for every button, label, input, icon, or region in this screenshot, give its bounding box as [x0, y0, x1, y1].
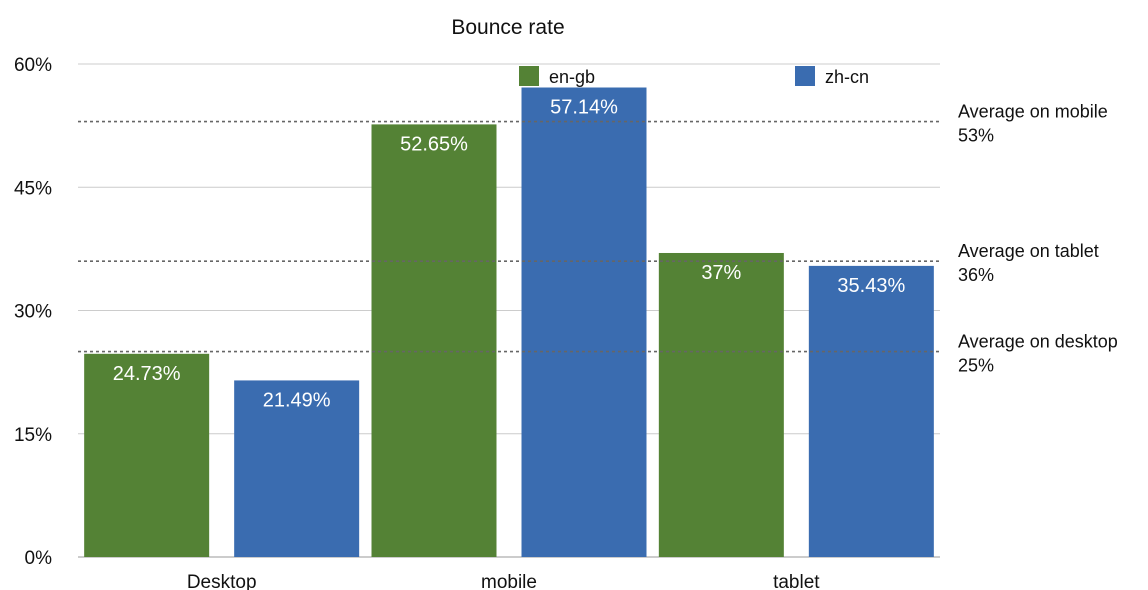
- bar-en-gb-desktop: [84, 353, 210, 557]
- y-tick-label: 45%: [14, 178, 52, 199]
- y-tick-label: 15%: [14, 425, 52, 446]
- bars: [84, 87, 934, 557]
- y-tick-label: 30%: [14, 302, 52, 323]
- gridlines: [78, 63, 940, 558]
- average-line-value: 36%: [958, 265, 994, 285]
- bar-value-label: 24.73%: [113, 363, 181, 385]
- y-axis-ticks: 0% 15% 30% 45% 60%: [14, 55, 52, 569]
- bar-zh-cn-mobile: [521, 87, 647, 557]
- average-line-value: 25%: [958, 356, 994, 376]
- legend-swatch: [519, 66, 539, 86]
- bar-value-label: 52.65%: [400, 133, 468, 155]
- bar-zh-cn-desktop: [234, 380, 360, 557]
- y-tick-label: 0%: [25, 548, 53, 569]
- y-tick-label: 60%: [14, 55, 52, 76]
- average-line-label: Average on desktop: [958, 332, 1118, 352]
- x-category-label: mobile: [481, 572, 537, 590]
- bar-labels: 24.73% 21.49% 52.65% 57.14% 37% 35.43%: [113, 96, 906, 411]
- legend-swatch: [795, 66, 815, 86]
- bar-en-gb-tablet: [658, 252, 784, 557]
- legend-label: zh-cn: [825, 67, 869, 87]
- bar-en-gb-mobile: [371, 124, 497, 557]
- chart-title: Bounce rate: [451, 16, 564, 39]
- average-line-label: Average on tablet: [958, 241, 1099, 261]
- x-category-label: Desktop: [187, 572, 257, 590]
- x-category-label: tablet: [773, 572, 820, 590]
- bar-zh-cn-tablet: [808, 265, 934, 557]
- bar-value-label: 57.14%: [550, 96, 618, 118]
- bar-value-label: 21.49%: [263, 389, 331, 411]
- reference-lines: Average on mobile 53% Average on tablet 36%…: [78, 102, 1118, 376]
- legend: en-gb zh-cn: [519, 66, 869, 87]
- bar-value-label: 37%: [701, 262, 741, 284]
- legend-label: en-gb: [549, 67, 595, 87]
- average-line-label: Average on mobile: [958, 102, 1108, 122]
- x-axis-categories: Desktop mobile tablet: [187, 572, 820, 590]
- average-line-value: 53%: [958, 126, 994, 146]
- bar-value-label: 35.43%: [837, 275, 905, 297]
